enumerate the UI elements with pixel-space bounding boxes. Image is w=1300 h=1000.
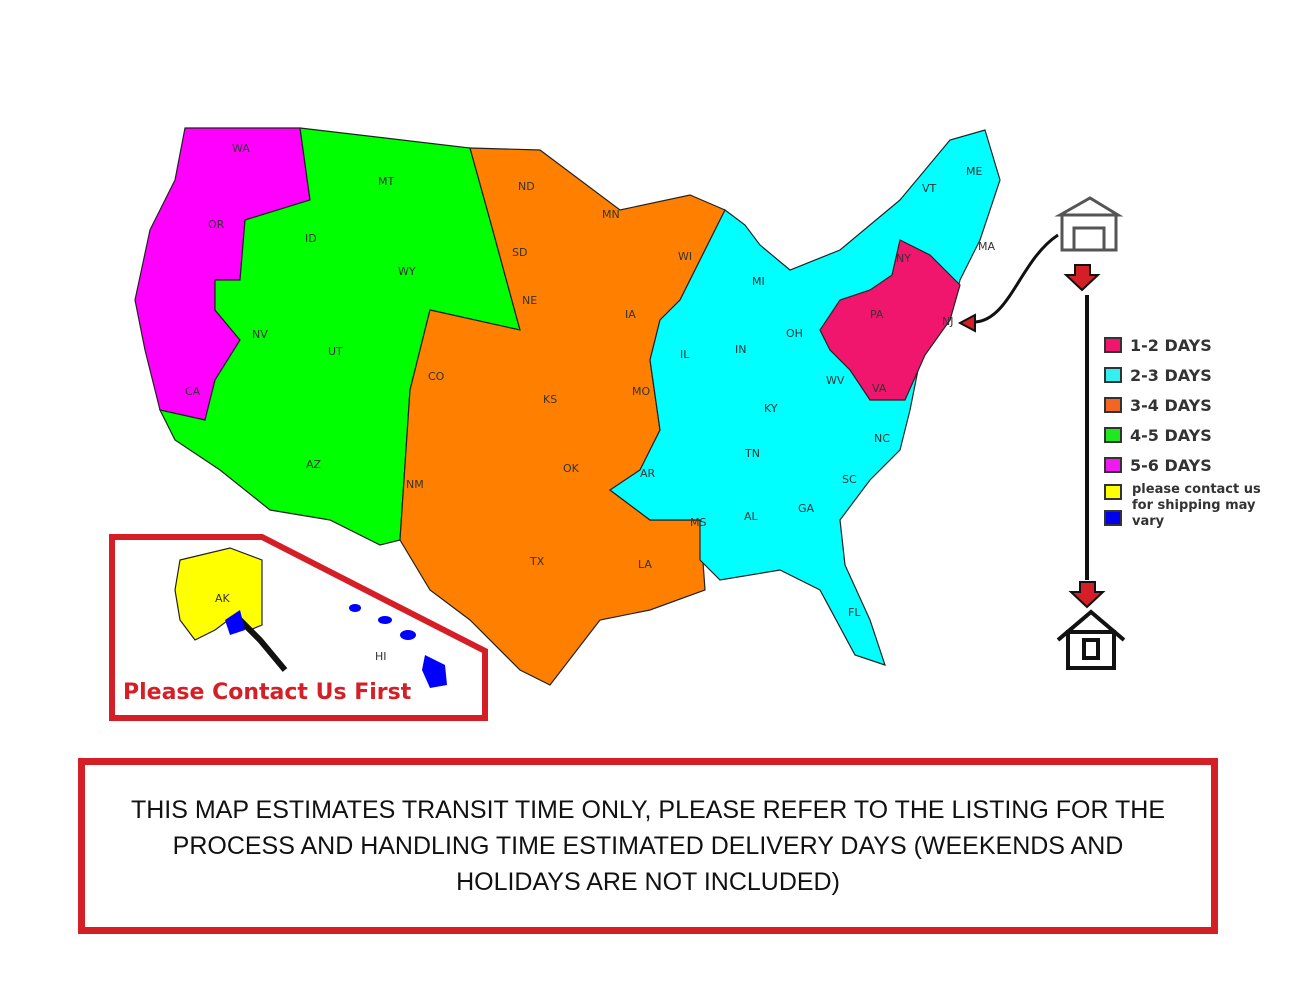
state-label-ne: NE <box>522 294 537 307</box>
state-label-ar: AR <box>640 467 656 480</box>
legend-swatch <box>1104 397 1122 413</box>
legend-label: 1-2 DAYS <box>1130 335 1212 355</box>
state-label-mt: MT <box>378 175 394 188</box>
state-label-wa: WA <box>232 142 250 155</box>
legend-swatch-blue <box>1104 510 1122 526</box>
state-label-ma: MA <box>978 240 995 253</box>
state-label-in: IN <box>735 343 746 356</box>
legend-swatch <box>1104 367 1122 383</box>
state-label-me: ME <box>966 165 982 178</box>
state-label-ms: MS <box>690 516 706 529</box>
state-label-vt: VT <box>922 182 937 195</box>
legend-swatch <box>1104 457 1122 473</box>
state-label-ga: GA <box>798 502 815 515</box>
state-label-mn: MN <box>602 208 620 221</box>
state-label-al: AL <box>744 510 759 523</box>
legend-item: 5-6 DAYS <box>1104 450 1212 480</box>
state-label-mi: MI <box>752 275 765 288</box>
state-label-tn: TN <box>744 447 760 460</box>
legend-label: 4-5 DAYS <box>1130 425 1212 445</box>
hawaii <box>349 604 447 688</box>
state-label-ok: OK <box>563 462 580 475</box>
transit-notice: THIS MAP ESTIMATES TRANSIT TIME ONLY, PL… <box>78 758 1218 934</box>
state-label-nm: NM <box>406 478 424 491</box>
route-arrow <box>974 233 1059 324</box>
state-labels: WA OR CA ID NV MT WY UT AZ NM NE CO ND SD KS OK TX MN IA MO… <box>185 142 995 663</box>
state-label-oh: OH <box>786 327 803 340</box>
state-label-ca: CA <box>185 385 201 398</box>
state-label-wy: WY <box>398 265 416 278</box>
legend-swatch <box>1104 337 1122 353</box>
legend-label: 3-4 DAYS <box>1130 395 1212 415</box>
zone-1-2 <box>819 239 961 401</box>
arrow-down-icon <box>1068 581 1106 609</box>
state-label-ut: UT <box>328 345 343 358</box>
legend-label: 5-6 DAYS <box>1130 455 1212 475</box>
legend-item: 1-2 DAYS <box>1104 330 1212 360</box>
state-label-ak: AK <box>215 592 231 605</box>
state-label-id: ID <box>305 232 317 245</box>
legend-contact-text: please contact us for shipping may vary <box>1132 482 1261 529</box>
state-label-pa: PA <box>870 308 884 321</box>
state-label-co: CO <box>428 370 445 383</box>
state-label-wv: WV <box>826 374 845 387</box>
state-label-wi: WI <box>678 250 692 263</box>
legend: 1-2 DAYS 2-3 DAYS 3-4 DAYS 4-5 DAYS 5-6 … <box>1104 330 1212 480</box>
state-label-sd: SD <box>512 246 527 259</box>
state-label-ia: IA <box>625 308 636 321</box>
legend-item: 4-5 DAYS <box>1104 420 1212 450</box>
warehouse-icon <box>1054 196 1124 252</box>
state-label-tx: TX <box>529 555 545 568</box>
state-label-nd: ND <box>518 180 535 193</box>
state-label-va: VA <box>872 382 887 395</box>
legend-swatch-yellow <box>1104 484 1122 500</box>
state-label-il: IL <box>680 348 690 361</box>
legend-swatch <box>1104 427 1122 443</box>
contact-label: Please Contact Us First <box>123 680 412 705</box>
state-label-la: LA <box>638 558 652 571</box>
state-label-ky: KY <box>764 402 778 415</box>
state-label-nc: NC <box>874 432 890 445</box>
house-icon <box>1056 609 1126 670</box>
legend-item: 2-3 DAYS <box>1104 360 1212 390</box>
alaska <box>174 547 288 672</box>
state-label-fl: FL <box>848 606 861 619</box>
state-label-ks: KS <box>543 393 557 406</box>
state-label-ny: NY <box>896 252 911 265</box>
state-label-nv: NV <box>252 328 268 341</box>
state-label-hi: HI <box>375 650 387 663</box>
legend-label: 2-3 DAYS <box>1130 365 1212 385</box>
state-label-nj: NJ <box>942 315 953 328</box>
state-label-sc: SC <box>842 473 857 486</box>
arrow-left-icon <box>957 313 976 333</box>
state-label-az: AZ <box>306 458 322 471</box>
legend-item: 3-4 DAYS <box>1104 390 1212 420</box>
alaska-hawaii-frame <box>109 534 488 721</box>
state-label-mo: MO <box>632 385 650 398</box>
state-label-or: OR <box>208 218 225 231</box>
arrow-down-icon <box>1063 264 1101 292</box>
